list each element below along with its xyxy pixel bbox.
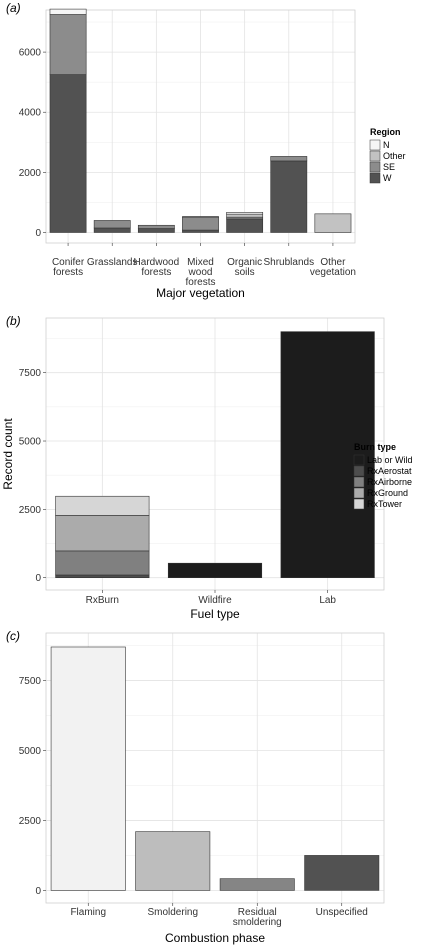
legend-label: Other bbox=[383, 151, 406, 161]
legend-swatch bbox=[353, 498, 365, 510]
y-tick-label: 0 bbox=[35, 886, 41, 897]
bar-segment bbox=[226, 212, 264, 215]
bar-segment bbox=[270, 160, 308, 233]
plot-border bbox=[45, 632, 385, 904]
x-tick-label: Other vegetation bbox=[310, 257, 356, 278]
bar-segment bbox=[182, 216, 219, 218]
bar-segment bbox=[55, 550, 150, 576]
y-tick-label: 4000 bbox=[19, 108, 42, 119]
y-tick-label: 7500 bbox=[19, 676, 42, 687]
bar-segment bbox=[93, 227, 131, 233]
bar-segment bbox=[182, 216, 219, 231]
bar bbox=[304, 855, 380, 891]
legend-swatch bbox=[353, 487, 365, 499]
x-axis-title: Combustion phase bbox=[165, 931, 265, 945]
bar-segment bbox=[167, 562, 263, 578]
bar-segment bbox=[49, 14, 87, 75]
x-axis-title: Major vegetation bbox=[156, 286, 245, 300]
x-tick-label: Shrublands bbox=[263, 257, 314, 268]
bar-segment bbox=[137, 228, 175, 233]
legend-swatch bbox=[353, 454, 365, 466]
bar-segment bbox=[270, 156, 308, 162]
legend-swatch bbox=[369, 172, 381, 184]
bar bbox=[50, 646, 126, 891]
x-tick-label: Mixed wood forests bbox=[185, 257, 215, 288]
bar-segment bbox=[226, 213, 264, 218]
legend-label: RxAirborne bbox=[367, 477, 412, 487]
y-tick-label: 2500 bbox=[19, 816, 42, 827]
bar-segment bbox=[55, 574, 150, 578]
legend-swatch bbox=[369, 150, 381, 162]
x-tick-label: Conifer forests bbox=[52, 257, 85, 278]
legend-label: Lab or Wild bbox=[367, 455, 413, 465]
x-tick-label: Organic soils bbox=[227, 257, 262, 278]
bar-segment bbox=[137, 224, 175, 229]
bar bbox=[135, 831, 211, 891]
bar-segment bbox=[55, 495, 150, 516]
legend-label: RxGround bbox=[367, 488, 408, 498]
bar-segment bbox=[55, 515, 150, 552]
x-tick-label: Smoldering bbox=[147, 907, 198, 918]
x-tick-label: Flaming bbox=[70, 907, 106, 918]
x-tick-label: Lab bbox=[319, 595, 336, 606]
x-tick-label: Hardwood forests bbox=[134, 257, 180, 278]
bar-segment bbox=[49, 8, 87, 15]
bar-segment bbox=[226, 218, 264, 233]
bar bbox=[219, 878, 295, 891]
legend-label: RxAerostat bbox=[367, 466, 412, 476]
legend-swatch bbox=[369, 139, 381, 151]
x-tick-label: Residual smoldering bbox=[233, 907, 282, 928]
y-tick-label: 2000 bbox=[19, 168, 42, 179]
panel-label: (a) bbox=[6, 1, 21, 15]
y-tick-label: 5000 bbox=[19, 437, 42, 448]
legend-label: W bbox=[383, 173, 392, 183]
legend-title: Burn type bbox=[354, 442, 396, 452]
y-tick-label: 2500 bbox=[19, 505, 42, 516]
bar-segment bbox=[49, 74, 87, 233]
x-tick-label: RxBurn bbox=[86, 595, 119, 606]
bar-segment bbox=[93, 220, 131, 229]
chart-panel-c: 0 2500 5000 7500 Flaming Smoldering Residual sm… bbox=[6, 629, 385, 945]
x-tick-label: Wildfire bbox=[198, 595, 232, 606]
bar-segment bbox=[182, 229, 219, 233]
chart-panel-a: 0 2000 4000 6000 Conifer forestsGrasslandsHar… bbox=[6, 1, 406, 300]
legend-label: N bbox=[383, 140, 390, 150]
y-tick-label: 5000 bbox=[19, 746, 42, 757]
legend-label: RxTower bbox=[367, 499, 402, 509]
y-axis-title: Record count bbox=[1, 418, 15, 490]
chart-panel-b: 0 2500 5000 7500 RxBurn Wildfire Lab (b) Fuel ty… bbox=[1, 314, 413, 621]
panel-label: (b) bbox=[6, 314, 21, 328]
y-tick-label: 7500 bbox=[19, 368, 42, 379]
panel-label: (c) bbox=[6, 629, 20, 643]
x-tick-label: Grasslands bbox=[87, 257, 138, 268]
legend: Burn type Lab or WildRxAerostatRxAirborne… bbox=[353, 442, 413, 510]
legend-swatch bbox=[369, 161, 381, 173]
x-tick-label: Unspecified bbox=[316, 907, 368, 918]
y-tick-label: 0 bbox=[35, 573, 41, 584]
legend-title: Region bbox=[370, 127, 401, 137]
legend-label: SE bbox=[383, 162, 395, 172]
x-axis-title: Fuel type bbox=[190, 607, 240, 621]
legend-swatch bbox=[353, 465, 365, 477]
bar-segment bbox=[314, 213, 352, 233]
y-tick-label: 0 bbox=[35, 228, 41, 239]
bar-segment bbox=[280, 331, 375, 578]
y-tick-label: 6000 bbox=[19, 48, 42, 59]
legend-swatch bbox=[353, 476, 365, 488]
